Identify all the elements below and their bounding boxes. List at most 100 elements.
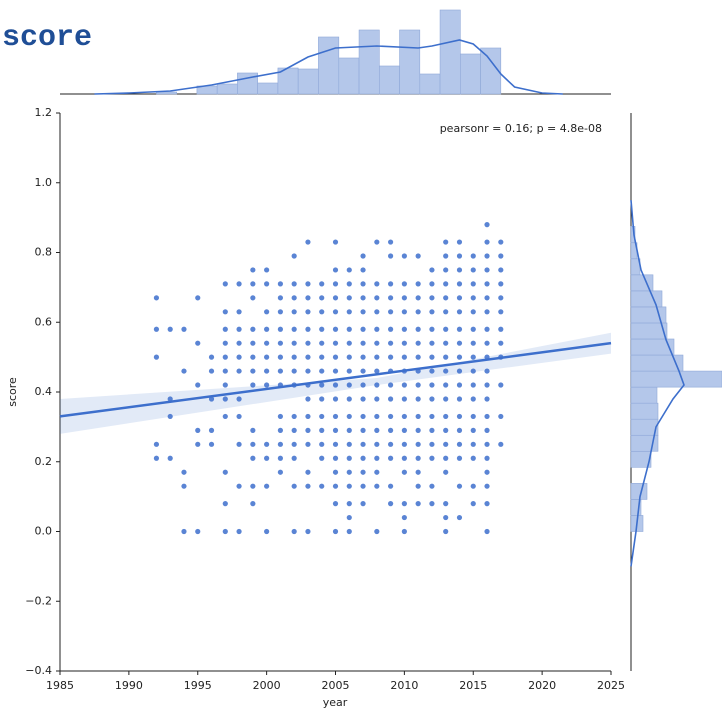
point [208, 354, 215, 360]
point [498, 253, 504, 259]
point [429, 267, 435, 273]
point [388, 441, 394, 447]
point [346, 483, 352, 489]
point [264, 441, 270, 447]
point [277, 326, 283, 332]
point [484, 295, 490, 301]
point [388, 253, 394, 259]
point [250, 427, 256, 433]
point [498, 239, 504, 245]
point [456, 239, 463, 245]
point [401, 514, 407, 521]
point [277, 340, 283, 346]
point [222, 354, 228, 360]
point [498, 309, 504, 315]
point [401, 469, 407, 475]
point [456, 413, 463, 420]
point [319, 441, 325, 447]
point [429, 354, 435, 360]
point [346, 326, 352, 332]
point [388, 413, 394, 420]
point [429, 483, 435, 489]
point [415, 413, 421, 420]
point [456, 326, 463, 332]
point [346, 455, 352, 461]
point [484, 222, 490, 228]
point [388, 455, 394, 461]
x-tick-label: 2010 [390, 679, 418, 692]
x-axis-label: year [323, 696, 348, 709]
point [415, 441, 421, 447]
point [264, 382, 270, 388]
point [443, 455, 449, 461]
point [470, 483, 476, 489]
point [415, 427, 421, 433]
point [498, 281, 504, 287]
point [443, 253, 449, 259]
point [167, 413, 173, 420]
x-tick-label: 2025 [597, 679, 625, 692]
point [415, 469, 421, 475]
point [484, 253, 490, 259]
point [195, 528, 201, 535]
point [222, 340, 228, 346]
point [470, 309, 476, 315]
point [305, 396, 311, 402]
point [264, 354, 270, 360]
point [429, 295, 435, 301]
point [498, 326, 504, 332]
point [346, 528, 352, 535]
x-hist-bar [297, 68, 319, 95]
point [470, 441, 476, 447]
point [388, 340, 394, 346]
point [181, 368, 187, 374]
point [415, 483, 421, 489]
point [456, 455, 463, 461]
x-hist-bar [379, 65, 400, 95]
point [484, 483, 490, 489]
point [374, 441, 380, 447]
point [360, 413, 366, 420]
point [443, 528, 449, 535]
point [195, 441, 201, 447]
point [208, 441, 215, 447]
point [264, 455, 270, 461]
x-hist-bar [257, 82, 279, 95]
point [470, 340, 476, 346]
point [250, 501, 256, 507]
point [374, 469, 380, 475]
point [291, 253, 297, 259]
point [250, 354, 256, 360]
chart-title: score [2, 21, 92, 55]
point [346, 340, 352, 346]
point [470, 354, 476, 360]
point [319, 396, 325, 402]
point [484, 501, 490, 507]
annotation: pearsonr = 0.16; p = 4.8e-08 [440, 122, 602, 135]
point [456, 340, 463, 346]
y-tick-label: −0.4 [25, 664, 52, 677]
point [332, 267, 339, 273]
point [443, 368, 449, 374]
point [401, 340, 407, 346]
point [470, 413, 476, 420]
y-tick-label: 0.4 [35, 385, 53, 398]
point [360, 295, 366, 301]
point [250, 267, 256, 273]
point [443, 396, 449, 402]
point [484, 427, 490, 433]
point [360, 469, 366, 475]
point [291, 281, 297, 287]
point [332, 326, 339, 332]
point [277, 427, 283, 433]
x-hist-bar [156, 91, 177, 95]
point [291, 455, 297, 461]
point [319, 413, 325, 420]
point [484, 382, 490, 388]
point [470, 267, 476, 273]
point [236, 281, 242, 287]
point [484, 267, 490, 273]
point [222, 528, 228, 535]
point [360, 427, 366, 433]
